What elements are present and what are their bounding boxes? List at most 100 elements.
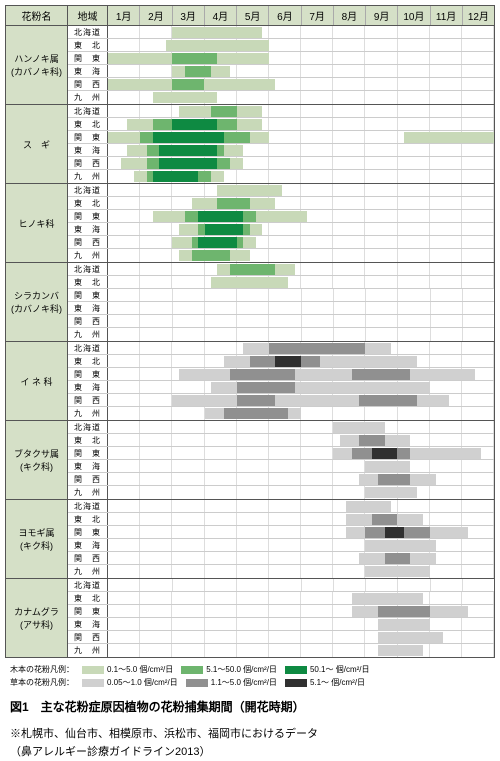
region-row: 東 海 (68, 539, 494, 552)
month-header: 5月 (237, 6, 269, 25)
legend-item: 50.1～ 個/cm²/日 (285, 664, 370, 675)
region-label: 関 東 (68, 131, 108, 143)
pollen-group: ハンノキ属 (カバノキ科)北海道東 北関 東東 海関 西九 州 (6, 26, 494, 105)
track (108, 539, 494, 551)
group-rows: 北海道東 北関 東東 海関 西九 州 (68, 105, 494, 183)
track (108, 486, 494, 499)
month-header: 7月 (302, 6, 334, 25)
region-row: 東 海 (68, 460, 494, 473)
data-bar (237, 395, 276, 406)
group-rows: 北海道東 北関 東東 海関 西九 州 (68, 500, 494, 578)
region-row: 北海道 (68, 184, 494, 197)
group-label: ブタクサ属 (キク科) (6, 421, 68, 499)
month-header: 4月 (205, 6, 237, 25)
region-row: 東 海 (68, 302, 494, 315)
data-bar (230, 369, 294, 380)
month-header: 2月 (140, 6, 172, 25)
data-bar (198, 237, 237, 248)
track (108, 315, 494, 327)
legend-swatch (82, 679, 104, 687)
region-row: 東 北 (68, 513, 494, 526)
region-label: 九 州 (68, 170, 108, 183)
region-label: 東 北 (68, 355, 108, 367)
region-row: 関 東 (68, 131, 494, 144)
region-label: 北海道 (68, 263, 108, 275)
caption: 図1 主な花粉症原因植物の花粉捕集期間（開花時期） (10, 698, 490, 715)
track (108, 407, 494, 420)
data-bar (172, 79, 204, 90)
region-row: 東 海 (68, 65, 494, 78)
data-bar (269, 343, 366, 354)
region-row: 関 西 (68, 473, 494, 486)
data-bar (198, 211, 243, 222)
region-row: 九 州 (68, 486, 494, 499)
track (108, 223, 494, 235)
track (108, 289, 494, 301)
legend-text: 1.1～5.0 個/cm²/日 (211, 677, 277, 688)
region-row: 九 州 (68, 565, 494, 578)
region-label: 関 東 (68, 52, 108, 64)
region-label: 九 州 (68, 328, 108, 341)
legend-item: 0.1～5.0 個/cm²/日 (82, 664, 173, 675)
month-header: 12月 (463, 6, 494, 25)
data-bar (346, 501, 391, 512)
pollen-chart: 花粉名 地域 1月2月3月4月5月6月7月8月9月10月11月12月 ハンノキ属… (5, 5, 495, 658)
track (108, 118, 494, 130)
group-label: シラカンバ (カバノキ科) (6, 263, 68, 341)
data-bar (211, 277, 288, 288)
track (108, 500, 494, 512)
data-bar (378, 606, 429, 617)
track (108, 447, 494, 459)
data-bar (153, 171, 198, 182)
data-bar (359, 435, 385, 446)
region-row: 東 海 (68, 223, 494, 236)
track (108, 565, 494, 578)
track (108, 355, 494, 367)
track (108, 381, 494, 393)
region-label: 関 東 (68, 368, 108, 380)
group-rows: 北海道東 北関 東東 海関 西九 州 (68, 263, 494, 341)
data-bar (237, 382, 295, 393)
legend-text: 50.1～ 個/cm²/日 (310, 664, 370, 675)
track (108, 605, 494, 617)
data-bar (378, 645, 423, 656)
data-bar (372, 514, 398, 525)
track (108, 105, 494, 117)
data-bar (166, 40, 269, 51)
pollen-group: イ ネ 科北海道東 北関 東東 海関 西九 州 (6, 342, 494, 421)
region-row: 九 州 (68, 407, 494, 420)
region-label: 東 海 (68, 223, 108, 235)
track (108, 460, 494, 472)
region-label: 東 北 (68, 434, 108, 446)
legend-swatch (181, 666, 203, 674)
region-row: 関 西 (68, 236, 494, 249)
region-row: 九 州 (68, 249, 494, 262)
region-label: 東 北 (68, 197, 108, 209)
track (108, 342, 494, 354)
track (108, 210, 494, 222)
track (108, 91, 494, 104)
legend-swatch (82, 666, 104, 674)
region-label: 九 州 (68, 407, 108, 420)
region-row: 東 北 (68, 592, 494, 605)
region-label: 関 西 (68, 394, 108, 406)
track (108, 618, 494, 630)
region-label: 北海道 (68, 500, 108, 512)
region-label: 東 北 (68, 513, 108, 525)
group-label: カナムグラ (アサ科) (6, 579, 68, 657)
region-label: 東 北 (68, 276, 108, 288)
track (108, 631, 494, 643)
data-bar (172, 53, 217, 64)
region-label: 関 西 (68, 157, 108, 169)
data-bar (230, 264, 275, 275)
data-bar (211, 106, 237, 117)
legend: 木本の花粉凡例：0.1～5.0 個/cm²/日5.1～50.0 個/cm²/日5… (10, 664, 490, 688)
month-header: 3月 (173, 6, 205, 25)
track (108, 368, 494, 380)
data-bar (224, 408, 288, 419)
region-label: 東 海 (68, 618, 108, 630)
region-label: 東 海 (68, 460, 108, 472)
header-row: 花粉名 地域 1月2月3月4月5月6月7月8月9月10月11月12月 (6, 6, 494, 26)
month-header: 1月 (108, 6, 140, 25)
region-row: 東 海 (68, 144, 494, 157)
